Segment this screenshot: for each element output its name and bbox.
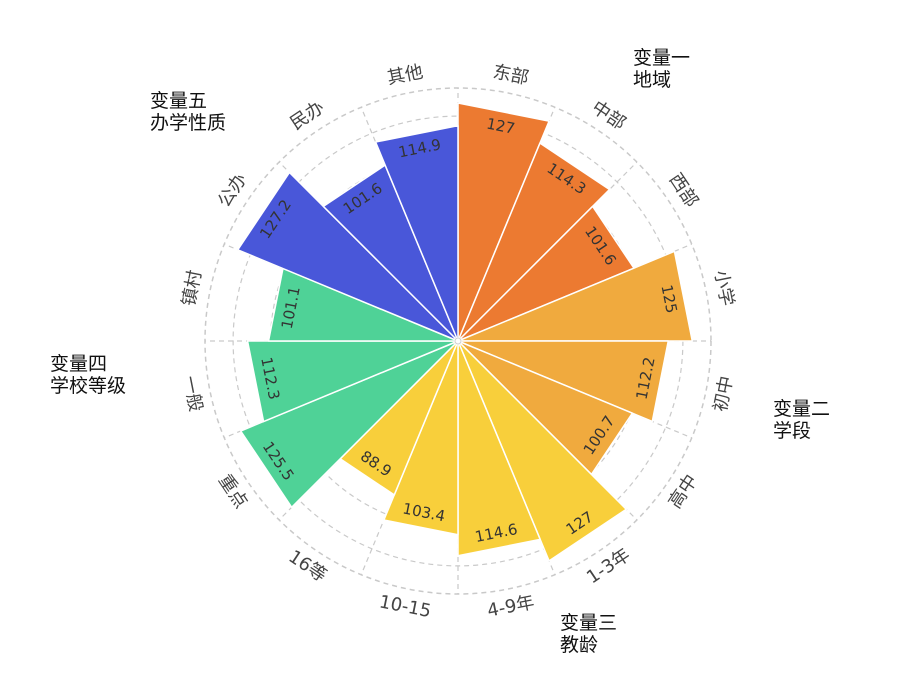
group-label-stage: 变量二 学段 [773,398,830,442]
category-label: 东部 [491,61,530,89]
group-label-school-level: 变量四 学校等级 [50,353,126,397]
category-label: 1-3年 [583,544,634,588]
group-label-line: 变量一 [633,47,691,69]
group-label-region: 变量一 地域 [633,47,690,91]
category-label: 公办 [214,170,251,212]
category-label: 民办 [287,97,329,134]
category-label: 4-9年 [486,592,537,622]
group-label-line: 学校等级 [50,375,127,397]
center-dot [454,337,462,345]
group-label-line: 变量五 [150,90,208,112]
category-label: 一般 [178,374,206,413]
value-label: 125 [658,283,681,315]
category-label: 16等 [285,546,331,586]
category-label: 中部 [588,97,630,134]
category-label: 10-15 [377,591,432,622]
group-label-line: 办学性质 [150,112,227,134]
group-label-line: 变量四 [50,353,108,375]
group-label-teaching-years: 变量三 教龄 [560,612,617,656]
category-label: 高中 [665,471,702,513]
value-label: 127 [485,115,517,138]
group-label-line: 地域 [633,69,672,91]
group-label-line: 变量二 [773,398,831,420]
group-label-school-type: 变量五 办学性质 [150,90,226,134]
category-label: 重点 [214,471,251,513]
group-label-line: 教龄 [560,634,599,656]
category-label: 小学 [710,268,738,307]
category-label: 镇村 [178,268,206,307]
bar-15 [374,124,459,342]
category-label: 初中 [710,374,738,413]
category-label: 其他 [385,61,424,89]
category-label: 西部 [665,170,702,212]
group-label-line: 学段 [773,420,812,442]
group-label-line: 变量三 [560,612,618,634]
